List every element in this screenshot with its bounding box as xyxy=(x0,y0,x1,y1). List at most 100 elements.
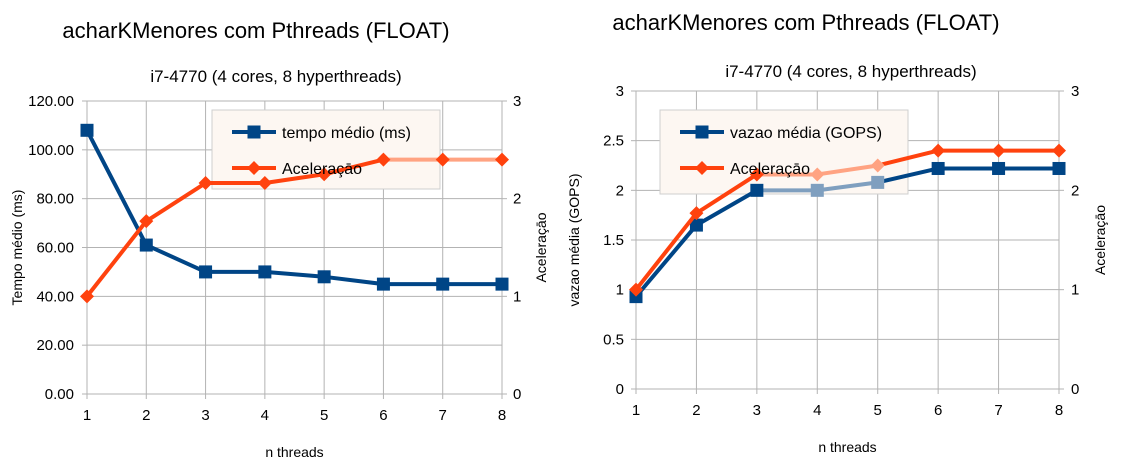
series-line-segment xyxy=(144,181,208,224)
legend-label: vazao média (GOPS) xyxy=(730,125,882,142)
y-tick-label: 80.00 xyxy=(36,191,74,208)
y-tick-label: 0.5 xyxy=(603,331,624,348)
series-line-segment xyxy=(815,180,880,193)
series-line-segment xyxy=(322,274,386,287)
series-line-segment xyxy=(144,243,208,274)
y2-tick-label: 0 xyxy=(513,386,521,403)
legend-box xyxy=(211,109,441,190)
y-tick-label: 1 xyxy=(616,282,624,299)
y2-axis-label: Aceleraçāo xyxy=(1092,205,1108,275)
legend-swatch-marker xyxy=(247,161,261,175)
data-point xyxy=(139,238,153,252)
data-point xyxy=(258,265,272,279)
x-tick-label: 3 xyxy=(201,407,209,424)
legend-box xyxy=(659,109,909,195)
y-axis-label: Tempo médio (ms) xyxy=(9,190,25,306)
data-point xyxy=(80,123,94,137)
series-line-segment xyxy=(875,166,941,185)
x-tick-label: 8 xyxy=(498,407,506,424)
x-tick-label: 3 xyxy=(753,402,761,419)
legend-label: tempo médio (ms) xyxy=(282,125,411,142)
data-point xyxy=(317,167,332,182)
chart-vazao-media: acharKMenores com Pthreads (FLOAT) i7-477… xyxy=(566,10,1108,455)
y-tick-label: 3 xyxy=(616,83,624,100)
y2-tick-label: 1 xyxy=(1071,282,1079,299)
legend-swatch-marker xyxy=(695,125,709,139)
legend-label: Aceleraçāo xyxy=(282,161,362,178)
data-point xyxy=(689,218,703,232)
y2-tick-label: 2 xyxy=(513,191,521,208)
series-line-segment xyxy=(262,269,327,279)
y-tick-label: 2.5 xyxy=(603,133,624,150)
data-point xyxy=(317,270,331,284)
series-line-segment xyxy=(634,223,699,299)
data-point xyxy=(436,277,450,291)
data-point xyxy=(1052,143,1066,158)
chart-tempo-medio: acharKMenores com Pthreads (FLOAT) i7-477… xyxy=(9,18,549,460)
x-tick-label: 4 xyxy=(813,402,821,419)
data-point xyxy=(435,152,450,167)
data-point xyxy=(257,176,272,191)
series-line-segment xyxy=(694,172,759,216)
chart-subtitle: i7-4770 (4 cores, 8 hyperthreads) xyxy=(725,62,976,81)
x-axis-label: n threads xyxy=(818,439,876,455)
data-point xyxy=(1052,161,1066,175)
series-line-segment xyxy=(875,148,941,168)
y-tick-label: 100.00 xyxy=(28,142,74,159)
legend-swatch-marker xyxy=(695,161,709,175)
y-tick-label: 20.00 xyxy=(36,337,74,354)
series-line-segment xyxy=(694,188,759,228)
data-point xyxy=(992,161,1006,175)
y2-tick-label: 3 xyxy=(513,93,521,110)
y-tick-label: 1.5 xyxy=(603,232,624,249)
data-point xyxy=(870,158,885,173)
x-tick-label: 6 xyxy=(934,402,942,419)
data-point xyxy=(629,282,643,297)
series-line-segment xyxy=(634,211,699,292)
data-point xyxy=(376,152,391,167)
y-axis-label: vazao média (GOPS) xyxy=(566,173,582,306)
x-tick-label: 1 xyxy=(83,407,91,424)
data-point xyxy=(750,183,764,197)
y-tick-label: 40.00 xyxy=(36,288,74,305)
x-tick-label: 5 xyxy=(320,407,328,424)
data-point xyxy=(931,143,946,158)
x-tick-label: 8 xyxy=(1055,402,1063,419)
data-point xyxy=(810,183,824,197)
x-tick-label: 1 xyxy=(632,402,640,419)
legend-label: Aceleraçāo xyxy=(730,161,810,178)
data-point xyxy=(931,161,945,175)
data-point xyxy=(198,176,213,191)
x-tick-label: 6 xyxy=(379,407,387,424)
y-tick-label: 0.00 xyxy=(45,386,74,403)
data-point xyxy=(495,152,509,167)
x-tick-label: 2 xyxy=(142,407,150,424)
y-tick-label: 0 xyxy=(616,381,624,398)
x-tick-label: 7 xyxy=(439,407,447,424)
data-point xyxy=(139,214,154,229)
data-point xyxy=(199,265,213,279)
x-tick-label: 2 xyxy=(692,402,700,419)
y-tick-label: 60.00 xyxy=(36,240,74,257)
chart-title: acharKMenores com Pthreads (FLOAT) xyxy=(612,10,999,35)
y2-tick-label: 3 xyxy=(1071,83,1079,100)
data-point xyxy=(810,167,825,182)
series-line-segment xyxy=(322,157,386,177)
y-tick-label: 2 xyxy=(616,182,624,199)
data-point xyxy=(871,175,885,189)
chart-title: acharKMenores com Pthreads (FLOAT) xyxy=(62,18,449,43)
data-point xyxy=(80,289,94,304)
y2-axis-label: Aceleraçāo xyxy=(533,212,549,282)
legend-swatch-marker xyxy=(247,125,261,139)
x-tick-label: 4 xyxy=(261,407,269,424)
series-line-segment xyxy=(815,163,880,177)
chart-subtitle: i7-4770 (4 cores, 8 hyperthreads) xyxy=(150,67,401,86)
y2-tick-label: 1 xyxy=(513,288,521,305)
x-axis-label: n threads xyxy=(265,444,323,460)
data-point xyxy=(749,167,764,182)
x-tick-label: 7 xyxy=(994,402,1002,419)
data-point xyxy=(991,143,1006,158)
series-line-segment xyxy=(85,219,149,299)
